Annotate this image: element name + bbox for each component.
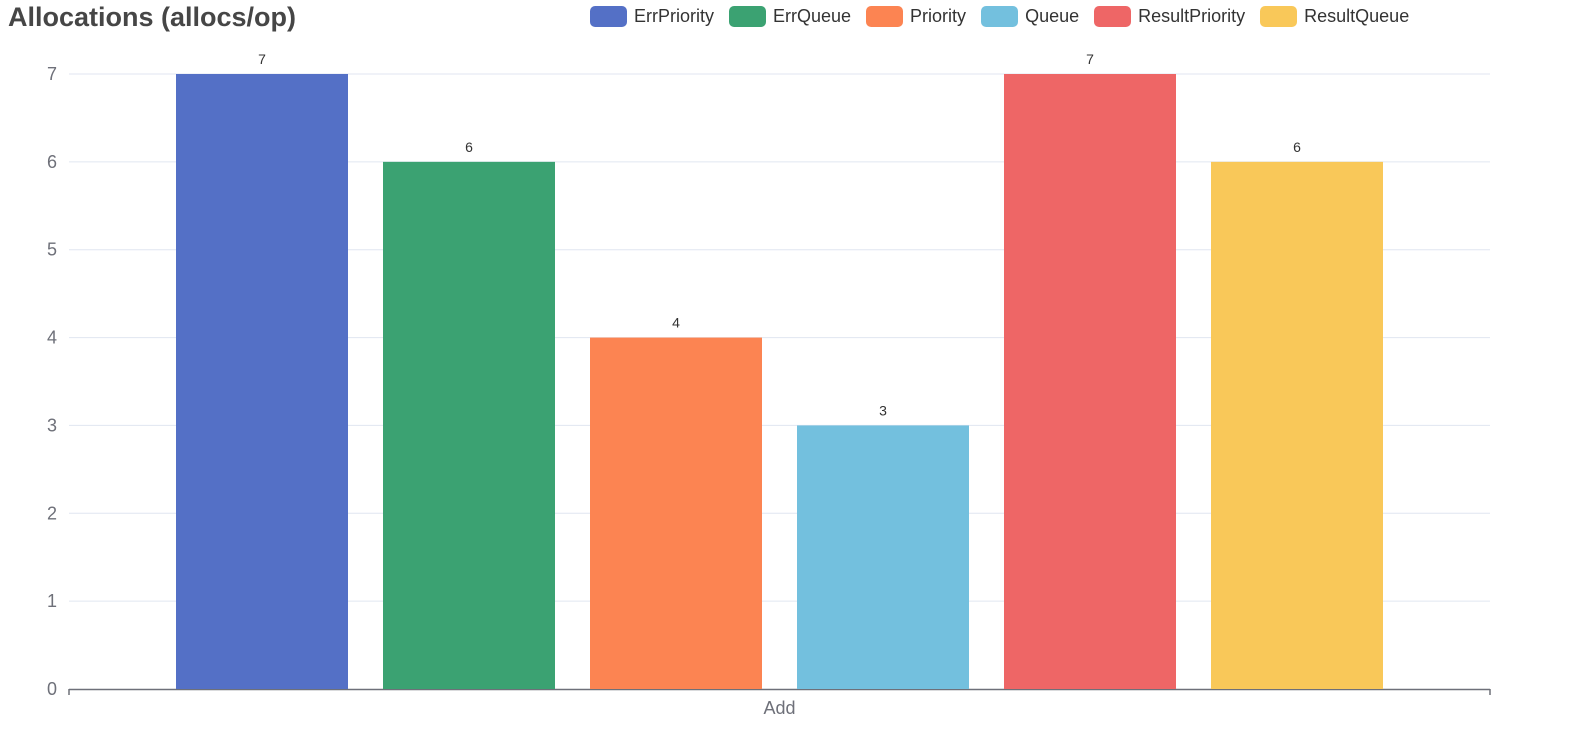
y-tick-label: 6 bbox=[47, 152, 57, 172]
y-tick-label: 3 bbox=[47, 415, 57, 435]
bar-value-label: 7 bbox=[258, 51, 266, 67]
bar-value-label: 6 bbox=[465, 139, 473, 155]
legend-label: ResultPriority bbox=[1138, 6, 1246, 26]
bar-errqueue[interactable] bbox=[383, 161, 555, 689]
legend-swatch bbox=[1094, 6, 1132, 27]
legend-item-queue[interactable]: Queue bbox=[981, 6, 1079, 27]
bar-resultqueue[interactable] bbox=[1211, 161, 1383, 689]
legend-label: ErrPriority bbox=[634, 6, 714, 26]
bar-value-label: 7 bbox=[1086, 51, 1094, 67]
legend-swatch bbox=[729, 6, 766, 27]
legend-item-resultpriority[interactable]: ResultPriority bbox=[1094, 6, 1245, 27]
chart-title: Allocations (allocs/op) bbox=[8, 2, 297, 32]
bar-value-label: 3 bbox=[879, 402, 887, 418]
bar-errpriority[interactable] bbox=[176, 74, 348, 689]
bar-queue[interactable] bbox=[797, 425, 969, 689]
bar-priority[interactable] bbox=[590, 337, 762, 689]
bar-value-label: 4 bbox=[672, 315, 680, 331]
chart-legend: ErrPriority ErrQueue Priority Queue ResultPr… bbox=[590, 6, 1409, 27]
legend-label: ErrQueue bbox=[773, 6, 852, 26]
legend-label: Priority bbox=[910, 6, 967, 26]
y-tick-label: 7 bbox=[47, 64, 57, 84]
y-tick-label: 4 bbox=[47, 328, 57, 348]
legend-item-resultqueue[interactable]: ResultQueue bbox=[1260, 6, 1409, 27]
legend-swatch bbox=[866, 6, 904, 27]
y-tick-label: 1 bbox=[47, 591, 57, 611]
bar-resultpriority[interactable] bbox=[1004, 74, 1176, 689]
y-tick-label: 0 bbox=[47, 679, 57, 699]
legend-swatch bbox=[981, 6, 1019, 27]
y-tick-label: 5 bbox=[47, 240, 57, 260]
legend-item-errqueue[interactable]: ErrQueue bbox=[729, 6, 851, 27]
bar-value-label: 6 bbox=[1293, 139, 1301, 155]
legend-item-errpriority[interactable]: ErrPriority bbox=[590, 6, 714, 27]
y-tick-label: 2 bbox=[47, 503, 57, 523]
x-tick-label: Add bbox=[763, 698, 795, 718]
legend-item-priority[interactable]: Priority bbox=[866, 6, 966, 27]
legend-swatch bbox=[1260, 6, 1298, 27]
legend-label: Queue bbox=[1025, 6, 1080, 26]
legend-label: ResultQueue bbox=[1304, 6, 1410, 26]
legend-swatch bbox=[590, 6, 627, 27]
